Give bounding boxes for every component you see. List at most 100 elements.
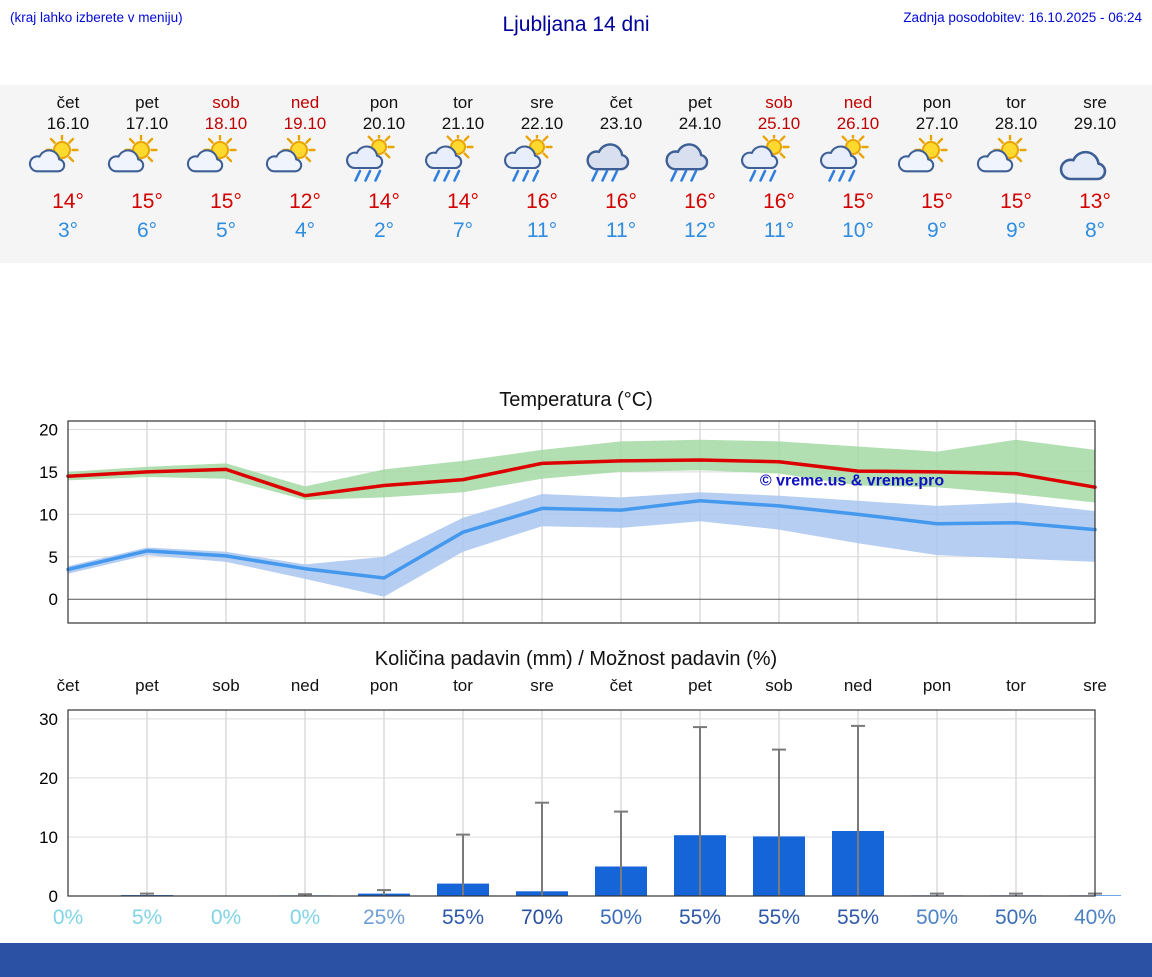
sun-cloud-rain-icon bbox=[338, 134, 430, 187]
cloud-rain-icon bbox=[575, 134, 667, 187]
precipitation-chart: 0 10 20 30 bbox=[39, 709, 1121, 904]
precip-day-label: ned bbox=[290, 676, 320, 695]
cloud-rain-icon bbox=[654, 134, 746, 187]
day-name: pet bbox=[135, 93, 159, 112]
high-temp: 14° bbox=[52, 190, 84, 213]
precip-percent: 70% bbox=[520, 906, 564, 929]
svg-text:10: 10 bbox=[39, 828, 58, 847]
forecast-day-25.10[interactable]: sob 25.10 16° 11° bbox=[733, 92, 825, 244]
high-temp: 14° bbox=[447, 190, 479, 213]
low-temp: 5° bbox=[215, 219, 237, 242]
forecast-day-26.10[interactable]: ned 26.10 15° 10° bbox=[812, 92, 904, 244]
cloud-icon bbox=[1049, 134, 1141, 187]
precip-percent: 55% bbox=[441, 906, 485, 929]
precip-day-label: ned bbox=[843, 676, 873, 695]
precip-day-label: pon bbox=[369, 676, 399, 695]
header: (kraj lahko izberete v meniju) Ljubljana… bbox=[0, 0, 1152, 85]
sun-cloud-rain-icon bbox=[733, 134, 825, 187]
precip-day-label: sob bbox=[212, 676, 240, 695]
precip-day-label: pet bbox=[688, 676, 712, 695]
precip-percent: 50% bbox=[915, 906, 959, 929]
temperature-chart: 0 5 10 15 20 © vreme.us & vreme.pro bbox=[39, 420, 1097, 624]
low-temp: 11° bbox=[763, 219, 795, 242]
low-temp: 10° bbox=[842, 219, 874, 242]
day-name: sob bbox=[765, 93, 793, 112]
forecast-day-23.10[interactable]: čet 23.10 16° 11° bbox=[575, 92, 667, 244]
high-temp: 14° bbox=[368, 190, 400, 213]
low-temp: 6° bbox=[136, 219, 158, 242]
precip-percent: 0% bbox=[289, 906, 321, 929]
precip-chart-title: Količina padavin (mm) / Možnost padavin … bbox=[374, 648, 778, 670]
day-name: sre bbox=[530, 93, 554, 112]
precip-day-label: sob bbox=[765, 676, 793, 695]
forecast-day-28.10[interactable]: tor 28.10 15° 9° bbox=[970, 92, 1062, 244]
precip-day-label: čet bbox=[56, 676, 80, 695]
low-temp: 12° bbox=[684, 219, 716, 242]
temperature-chart-title: Temperatura (°C) bbox=[499, 389, 653, 411]
precip-percent: 50% bbox=[994, 906, 1038, 929]
precip-percent: 50% bbox=[599, 906, 643, 929]
svg-text:30: 30 bbox=[39, 710, 58, 729]
day-date: 23.10 bbox=[599, 114, 643, 133]
precip-percent: 5% bbox=[131, 906, 163, 929]
low-temp: 7° bbox=[452, 219, 474, 242]
precip-percent: 55% bbox=[757, 906, 801, 929]
svg-text:10: 10 bbox=[39, 505, 58, 524]
low-temp: 3° bbox=[57, 219, 79, 242]
forecast-day-20.10[interactable]: pon 20.10 14° 2° bbox=[338, 92, 430, 244]
sun-cloud-icon bbox=[891, 134, 983, 187]
high-temp: 15° bbox=[131, 190, 163, 213]
page-title: Ljubljana 14 dni bbox=[502, 13, 650, 36]
day-name: pon bbox=[369, 93, 399, 112]
day-name: čet bbox=[56, 93, 80, 112]
precip-percent: 40% bbox=[1073, 906, 1117, 929]
low-temp: 8° bbox=[1084, 219, 1106, 242]
precip-day-label: čet bbox=[609, 676, 633, 695]
sun-cloud-icon bbox=[180, 134, 272, 187]
high-temp: 16° bbox=[763, 190, 795, 213]
footer-bar bbox=[0, 943, 1152, 977]
precip-day-label: sre bbox=[1083, 676, 1107, 695]
precip-percent: 25% bbox=[362, 906, 406, 929]
day-date: 18.10 bbox=[204, 114, 248, 133]
precip-percent: 0% bbox=[210, 906, 242, 929]
low-temp: 11° bbox=[605, 219, 637, 242]
day-name: pet bbox=[688, 93, 712, 112]
precip-day-label: pet bbox=[135, 676, 159, 695]
forecast-day-24.10[interactable]: pet 24.10 16° 12° bbox=[654, 92, 746, 244]
day-name: čet bbox=[609, 93, 633, 112]
low-temp: 9° bbox=[926, 219, 948, 242]
day-date: 21.10 bbox=[441, 114, 485, 133]
sun-cloud-icon bbox=[259, 134, 351, 187]
high-temp: 16° bbox=[605, 190, 637, 213]
forecast-day-22.10[interactable]: sre 22.10 16° 11° bbox=[496, 92, 588, 244]
forecast-day-18.10[interactable]: sob 18.10 15° 5° bbox=[180, 92, 272, 244]
sun-cloud-icon bbox=[101, 134, 193, 187]
forecast-day-17.10[interactable]: pet 17.10 15° 6° bbox=[101, 92, 193, 244]
precip-percent: 55% bbox=[678, 906, 722, 929]
forecast-day-29.10[interactable]: sre 29.10 13° 8° bbox=[1049, 92, 1141, 244]
forecast-day-21.10[interactable]: tor 21.10 14° 7° bbox=[417, 92, 509, 244]
day-date: 22.10 bbox=[520, 114, 564, 133]
low-temp: 2° bbox=[373, 219, 395, 242]
svg-text:20: 20 bbox=[39, 769, 58, 788]
svg-text:15: 15 bbox=[39, 463, 58, 482]
day-date: 27.10 bbox=[915, 114, 959, 133]
day-name: pon bbox=[922, 93, 952, 112]
forecast-day-16.10[interactable]: čet 16.10 14° 3° bbox=[22, 92, 114, 244]
day-date: 24.10 bbox=[678, 114, 722, 133]
svg-text:0: 0 bbox=[49, 590, 58, 609]
precip-day-label: tor bbox=[453, 676, 473, 695]
low-temp: 4° bbox=[294, 219, 316, 242]
forecast-day-19.10[interactable]: ned 19.10 12° 4° bbox=[259, 92, 351, 244]
forecast-strip: čet 16.10 14° 3° pet 17.10 15° 6° sob 18.10 15° 5° n… bbox=[0, 85, 1152, 263]
forecast-day-27.10[interactable]: pon 27.10 15° 9° bbox=[891, 92, 983, 244]
high-temp: 15° bbox=[210, 190, 242, 213]
day-name: sre bbox=[1083, 93, 1107, 112]
high-temp: 13° bbox=[1079, 190, 1111, 213]
sun-cloud-rain-icon bbox=[417, 134, 509, 187]
precip-day-label: pon bbox=[922, 676, 952, 695]
high-temp: 12° bbox=[289, 190, 321, 213]
high-temp: 15° bbox=[842, 190, 874, 213]
precip-day-label: sre bbox=[530, 676, 554, 695]
